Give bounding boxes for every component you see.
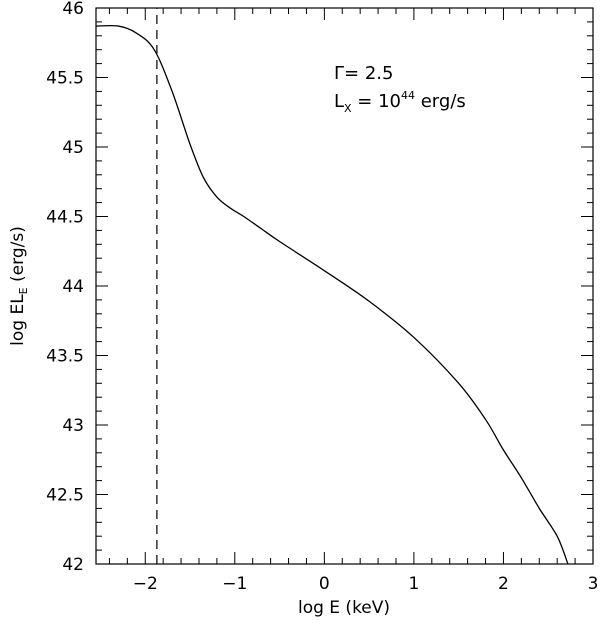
x-axis-label: log E (keV) <box>298 598 390 618</box>
x-tick-label: 1 <box>408 574 419 594</box>
data-lines <box>95 8 569 565</box>
luminosity-annotation: LX = 1044 erg/s <box>334 89 466 115</box>
plot-frame <box>95 7 594 565</box>
spectrum-curve <box>95 24 569 565</box>
y-tick-label: 44.5 <box>46 208 84 228</box>
x-tick-label: −2 <box>133 574 158 594</box>
x-tick-label: 2 <box>498 574 509 594</box>
x-tick-label: 3 <box>588 574 599 594</box>
x-tick-labels: −2 −1 0 1 2 3 <box>133 574 599 594</box>
y-tick-labels: 42 42.5 43 43.5 44 44.5 45 45.5 46 <box>46 0 84 575</box>
y-axis-label: log ELE (erg/s) <box>8 226 30 346</box>
y-tick-label: 43 <box>62 416 84 436</box>
y-tick-label: 45.5 <box>46 69 84 89</box>
y-tick-label: 45 <box>62 138 84 158</box>
y-tick-label: 42 <box>62 555 84 575</box>
gamma-annotation: Γ= 2.5 <box>334 63 393 84</box>
axis-ticks <box>96 7 594 565</box>
y-tick-label: 44 <box>62 277 84 297</box>
y-tick-label: 42.5 <box>46 486 84 506</box>
y-tick-label: 43.5 <box>46 347 84 367</box>
x-tick-label: 0 <box>319 574 330 594</box>
y-tick-label: 46 <box>62 0 84 19</box>
x-tick-label: −1 <box>222 574 247 594</box>
